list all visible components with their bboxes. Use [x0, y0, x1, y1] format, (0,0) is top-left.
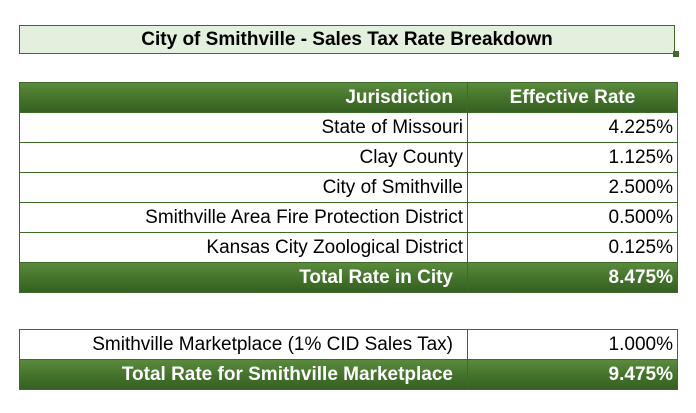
table-row: Smithville Area Fire Protection District…	[19, 202, 678, 233]
total-label-cell[interactable]: Total Rate in City	[19, 262, 468, 293]
marketplace-total-rate-cell[interactable]: 9.475%	[467, 359, 678, 390]
header-effective-rate[interactable]: Effective Rate	[467, 82, 678, 113]
cid-rate-cell[interactable]: 1.000%	[467, 329, 678, 360]
cid-label-cell[interactable]: Smithville Marketplace (1% CID Sales Tax…	[19, 329, 468, 360]
table-row: Clay County 1.125%	[19, 142, 678, 173]
table-row: State of Missouri 4.225%	[19, 112, 678, 143]
table-header-row: Jurisdiction Effective Rate	[19, 82, 678, 113]
marketplace-total-row: Total Rate for Smithville Marketplace 9.…	[19, 359, 678, 390]
rate-cell[interactable]: 2.500%	[467, 172, 678, 203]
marketplace-total-label-cell[interactable]: Total Rate for Smithville Marketplace	[19, 359, 468, 390]
table-row: Smithville Marketplace (1% CID Sales Tax…	[19, 329, 678, 360]
rate-cell[interactable]: 1.125%	[467, 142, 678, 173]
rate-cell[interactable]: 0.500%	[467, 202, 678, 233]
tax-rate-table: Jurisdiction Effective Rate State of Mis…	[19, 82, 678, 293]
jurisdiction-cell[interactable]: Clay County	[19, 142, 468, 173]
sheet-title-text: City of Smithville - Sales Tax Rate Brea…	[141, 28, 553, 50]
jurisdiction-cell[interactable]: City of Smithville	[19, 172, 468, 203]
jurisdiction-cell[interactable]: Smithville Area Fire Protection District	[19, 202, 468, 233]
fill-handle[interactable]	[673, 51, 679, 57]
total-row: Total Rate in City 8.475%	[19, 262, 678, 293]
header-jurisdiction[interactable]: Jurisdiction	[19, 82, 468, 113]
total-rate-cell[interactable]: 8.475%	[467, 262, 678, 293]
rate-cell[interactable]: 0.125%	[467, 232, 678, 263]
rate-cell[interactable]: 4.225%	[467, 112, 678, 143]
sheet-title: City of Smithville - Sales Tax Rate Brea…	[19, 25, 675, 54]
jurisdiction-cell[interactable]: State of Missouri	[19, 112, 468, 143]
table-row: City of Smithville 2.500%	[19, 172, 678, 203]
cid-tax-table: Smithville Marketplace (1% CID Sales Tax…	[19, 329, 678, 390]
table-row: Kansas City Zoological District 0.125%	[19, 232, 678, 263]
jurisdiction-cell[interactable]: Kansas City Zoological District	[19, 232, 468, 263]
